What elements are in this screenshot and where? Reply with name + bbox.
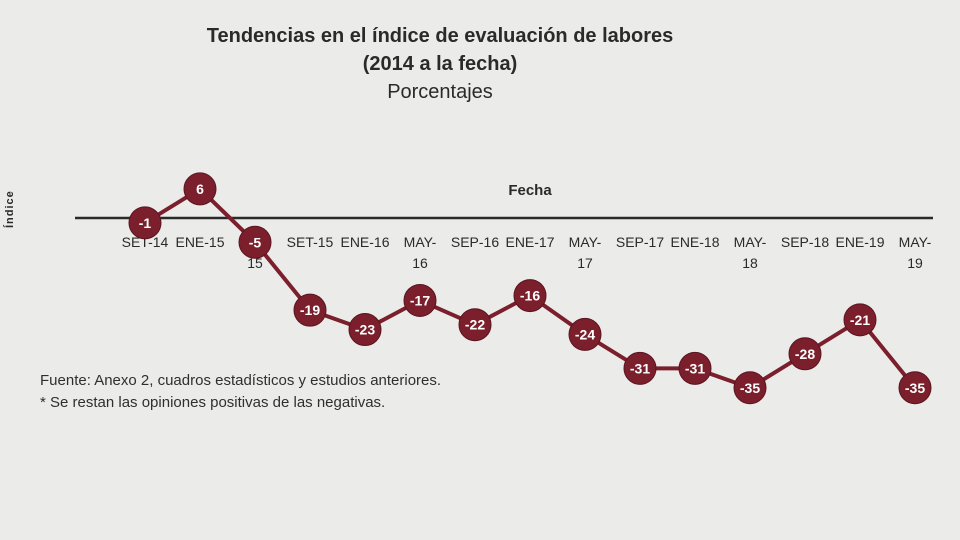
data-point: [898, 371, 932, 405]
data-label: -31: [630, 360, 650, 376]
x-tick-label: ENE-19: [835, 234, 884, 250]
data-point: [568, 317, 602, 351]
data-label: -16: [520, 288, 540, 304]
data-label: 6: [196, 181, 204, 197]
data-point: [733, 371, 767, 405]
x-tick-label: SET-15: [287, 234, 334, 250]
x-tick-label: ENE-16: [340, 234, 389, 250]
data-point: [788, 337, 822, 371]
chart-title-block: Tendencias en el índice de evaluación de…: [120, 22, 760, 106]
x-tick-label: ENE-17: [505, 234, 554, 250]
data-label: -21: [850, 312, 870, 328]
footnote: * Se restan las opiniones positivas de l…: [40, 394, 386, 411]
x-tick-label: ENE-15: [175, 234, 224, 250]
chart-title: Tendencias en el índice de evaluación de…: [206, 25, 674, 47]
data-label: -17: [410, 292, 430, 308]
data-label: -24: [575, 326, 595, 342]
data-point: [293, 293, 327, 327]
data-point: [623, 351, 657, 385]
data-label: -35: [905, 380, 925, 396]
data-points: -16-5-19-23-17-22-16-24-31 -31-35-28-21-3…: [128, 172, 932, 405]
data-label: -28: [795, 346, 815, 362]
x-tick-label: MAY-16: [404, 234, 437, 271]
x-tick-label: MAY-17: [569, 234, 602, 271]
data-label: -5: [249, 234, 262, 250]
x-tick-label: SEP-18: [781, 234, 829, 250]
source-note: Fuente: Anexo 2, cuadros estadísticos y …: [40, 372, 442, 389]
data-label: -22: [465, 317, 485, 333]
data-point: [238, 225, 272, 259]
data-point: [183, 172, 217, 206]
x-tick-label: ENE-18: [670, 234, 719, 250]
x-axis-label: Fecha: [508, 182, 552, 199]
x-tick-label: SET-14: [122, 234, 169, 250]
data-label: -19: [300, 302, 320, 318]
x-tick-label: MAY-19: [899, 234, 932, 271]
data-point: [513, 279, 547, 313]
data-label: -35: [740, 380, 760, 396]
data-point: [458, 308, 492, 342]
data-label: -23: [355, 322, 375, 338]
x-tick-labels: SET-14ENE-15MAY-15SET-15ENE-16MAY-16SEP-…: [122, 234, 932, 271]
data-point: [678, 351, 712, 385]
x-tick-label: SEP-16: [451, 234, 499, 250]
data-point: [843, 303, 877, 337]
chart-notes: Fuente: Anexo 2, cuadros estadísticos y …: [40, 370, 441, 414]
x-tick-label: MAY-18: [734, 234, 767, 271]
data-point: [348, 313, 382, 347]
data-point: [128, 206, 162, 240]
x-tick-label: SEP-17: [616, 234, 664, 250]
data-label: -31: [685, 360, 705, 376]
data-label: -1: [139, 215, 152, 231]
chart-subtitle: (2014 a la fecha): [362, 53, 518, 75]
chart-unit-label: Porcentajes: [387, 81, 493, 103]
data-point: [403, 283, 437, 317]
